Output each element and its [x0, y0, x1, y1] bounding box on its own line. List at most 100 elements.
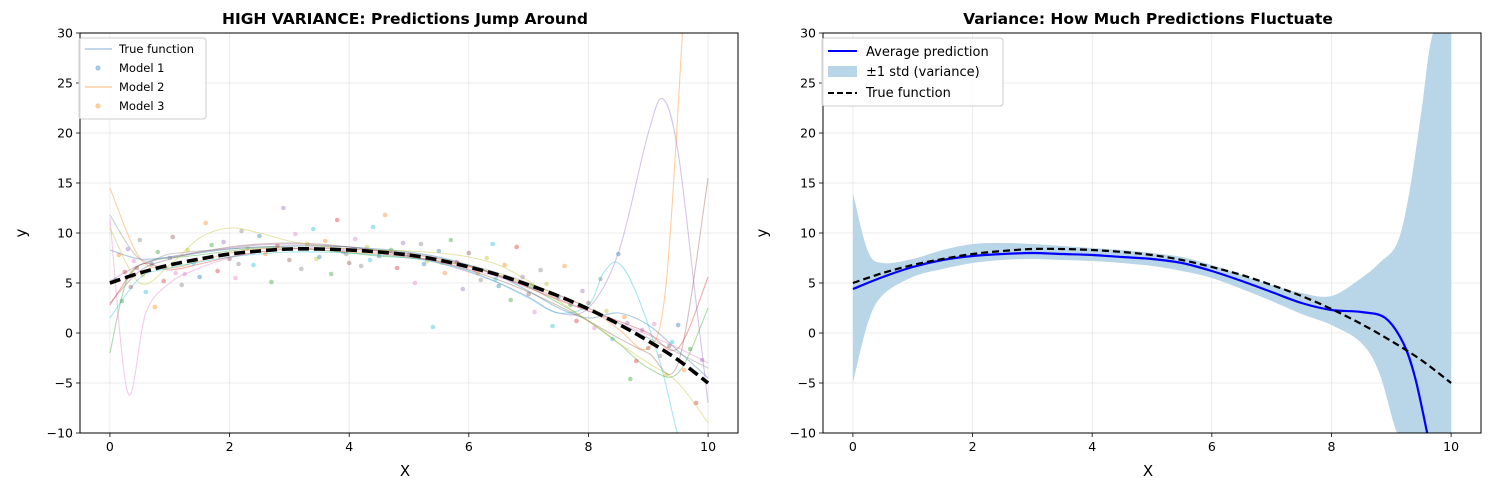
scatter-point: [215, 268, 220, 274]
scatter-point: [421, 261, 427, 267]
scatter-point: [367, 257, 373, 263]
scatter-point: [173, 270, 179, 276]
chart-variance: Variance: How Much Predictions Fluctuate…: [753, 10, 1482, 480]
scatter-points: [113, 205, 705, 406]
scatter-point: [239, 228, 244, 234]
scatter-point: [161, 278, 167, 284]
scatter-point: [568, 302, 573, 308]
x-tick-label: 6: [1208, 439, 1216, 454]
x-axis-label: X: [1143, 462, 1153, 480]
legend-label-true-function: True function: [118, 42, 194, 56]
scatter-point: [155, 249, 161, 255]
scatter-point: [687, 346, 693, 352]
x-tick-label: 10: [1443, 439, 1459, 454]
scatter-point: [412, 280, 418, 286]
scatter-point: [313, 256, 319, 262]
scatter-point: [322, 238, 328, 244]
scatter-point: [209, 242, 214, 248]
scatter-point: [287, 257, 292, 263]
y-tick-label: 30: [57, 26, 73, 41]
legend: Average prediction ±1 std (variance) Tru…: [821, 37, 1004, 107]
scatter-point: [343, 251, 349, 257]
model-curve: [109, 247, 709, 378]
chart-high-variance: HIGH VARIANCE: Predictions Jump Around 0…: [12, 10, 739, 480]
y-tick-label: 10: [800, 226, 816, 241]
y-tick-label: −5: [798, 376, 816, 391]
scatter-point: [645, 345, 651, 351]
scatter-point: [137, 237, 143, 243]
scatter-point: [622, 314, 627, 320]
scatter-point: [179, 282, 184, 288]
y-tick-label: 25: [57, 76, 73, 91]
scatter-point: [475, 270, 481, 276]
scatter-point: [236, 261, 241, 267]
scatter-point: [275, 243, 280, 249]
x-tick-label: 8: [1327, 439, 1335, 454]
scatter-point: [125, 246, 131, 252]
scatter-point: [167, 255, 173, 261]
scatter-point: [598, 276, 603, 282]
scatter-point: [134, 265, 140, 271]
scatter-point: [675, 322, 681, 328]
scatter-point: [185, 247, 190, 253]
scatter-point: [436, 248, 442, 254]
scatter-point: [502, 262, 508, 268]
scatter-point: [352, 236, 358, 242]
scatter-point: [370, 224, 376, 230]
legend-swatch-model-3: [95, 103, 101, 109]
x-tick-label: 10: [700, 439, 716, 454]
x-tick-label: 0: [106, 439, 114, 454]
scatter-point: [574, 318, 579, 324]
std-band: [852, 33, 1452, 433]
scatter-point: [466, 250, 472, 256]
model-curve: [109, 251, 678, 433]
legend-label-std-band: ±1 std (variance): [866, 65, 980, 80]
scatter-point: [182, 271, 187, 277]
x-axis-label: X: [400, 462, 410, 480]
scatter-point: [442, 270, 448, 276]
scatter-point: [149, 261, 155, 267]
scatter-point: [424, 258, 430, 264]
legend: True function Model 1 Model 2 Model 3: [78, 37, 207, 120]
y-axis-label: y: [753, 228, 771, 237]
scatter-point: [430, 324, 436, 330]
scatter-point: [496, 283, 502, 289]
y-tick-label: 20: [800, 126, 816, 141]
scatter-point: [131, 258, 137, 264]
scatter-point: [562, 263, 567, 269]
scatter-point: [657, 353, 663, 359]
y-tick-label: −5: [55, 376, 73, 391]
y-tick-label: 15: [800, 176, 816, 191]
scatter-point: [616, 251, 621, 257]
scatter-point: [532, 309, 537, 315]
model-curve: [109, 97, 709, 404]
scatter-point: [625, 320, 630, 326]
scatter-point: [663, 372, 669, 378]
scatter-point: [299, 266, 304, 272]
x-tick-label: 2: [969, 439, 977, 454]
scatter-point: [334, 217, 340, 223]
x-tick-label: 8: [584, 439, 592, 454]
scatter-point: [508, 297, 513, 303]
scatter-point: [693, 400, 699, 406]
scatter-point: [634, 358, 639, 364]
scatter-point: [388, 247, 394, 253]
std-band-area: [852, 33, 1452, 433]
scatter-point: [493, 276, 499, 282]
x-tick-label: 4: [1088, 439, 1096, 454]
scatter-point: [346, 260, 352, 266]
scatter-point: [418, 241, 424, 247]
scatter-point: [310, 226, 316, 232]
scatter-point: [490, 241, 496, 247]
legend-label-average-prediction: Average prediction: [866, 45, 989, 60]
y-tick-label: 20: [57, 126, 73, 141]
scatter-point: [263, 251, 268, 257]
y-tick-label: 0: [808, 326, 816, 341]
scatter-point: [328, 271, 334, 277]
scatter-point: [269, 279, 274, 285]
scatter-point: [666, 343, 672, 349]
scatter-point: [382, 212, 388, 218]
scatter-point: [281, 205, 286, 211]
scatter-point: [257, 233, 262, 239]
